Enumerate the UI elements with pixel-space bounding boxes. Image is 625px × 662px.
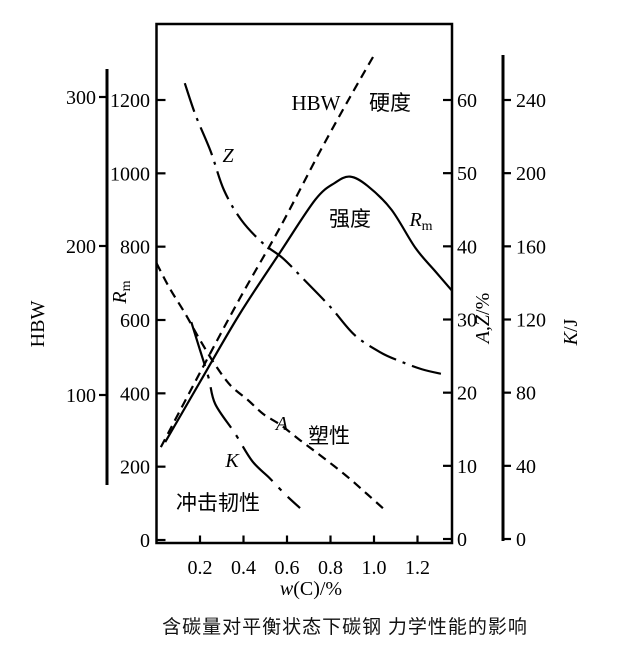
curve-label-k: K: [224, 450, 240, 472]
tick-label-hbw: 200: [66, 236, 96, 258]
tick-label-k: 120: [516, 310, 546, 332]
tick-label-rm: 0: [140, 530, 150, 552]
axis-title-rm: Rm: [109, 280, 134, 304]
tick-label-x: 1.0: [362, 557, 387, 579]
figure-caption: 含碳量对平衡状态下碳钢 力学性能的影响: [162, 617, 528, 638]
tick-label-hbw: 300: [66, 87, 96, 109]
tick-label-k: 40: [516, 456, 536, 478]
curve-hardness: [159, 54, 375, 448]
curve-label-strength: 强度: [329, 207, 371, 231]
tick-label-az: 60: [457, 90, 477, 112]
tick-label-x: 0.2: [188, 557, 213, 579]
tick-label-rm: 1200: [110, 90, 150, 112]
tick-label-k: 80: [516, 383, 536, 405]
tick-label-x: 0.4: [231, 557, 256, 579]
tick-label-rm: 600: [120, 310, 150, 332]
curve-label-a: A: [274, 413, 289, 435]
tick-label-k: 0: [516, 529, 526, 551]
tick-label-rm: 200: [120, 457, 150, 479]
tick-label-az: 20: [457, 383, 477, 405]
curve-elongation: [155, 262, 388, 513]
tick-label-rm: 400: [120, 383, 150, 405]
tick-label-x: 0.8: [318, 557, 343, 579]
curve-label-rm: Rm: [408, 209, 432, 234]
curve-label-plasticity: 塑性: [308, 424, 350, 448]
curve-label-z: Z: [222, 145, 234, 167]
tick-label-x: 1.2: [405, 557, 430, 579]
plot-frame: [155, 22, 454, 545]
axis-title-hbw: HBW: [27, 301, 49, 348]
curve-label-hbw: HBW: [292, 91, 341, 115]
curve-impact-toughness: [190, 321, 301, 509]
tick-label-rm: 800: [120, 237, 150, 259]
tick-label-az: 50: [457, 163, 477, 185]
axis-title-az: A,Z/%: [472, 293, 494, 346]
tick-label-rm: 1000: [110, 163, 150, 185]
tick-label-k: 200: [516, 163, 546, 185]
curve-label-impact-toughness: 冲击韧性: [176, 491, 260, 515]
tick-label-az: 40: [457, 236, 477, 258]
tick-label-az: 30: [457, 310, 477, 332]
curve-strength: [164, 175, 454, 443]
tick-label-k: 240: [516, 90, 546, 112]
tick-label-x: 0.6: [275, 557, 300, 579]
tick-label-az: 0: [457, 529, 467, 551]
tick-label-hbw: 100: [66, 385, 96, 407]
axis-title-k: K/J: [560, 318, 582, 346]
x-axis-title: w(C)/%: [280, 578, 342, 600]
tick-label-az: 10: [457, 456, 477, 478]
curve-label-hardness: 硬度: [369, 91, 411, 115]
tick-label-k: 160: [516, 236, 546, 258]
